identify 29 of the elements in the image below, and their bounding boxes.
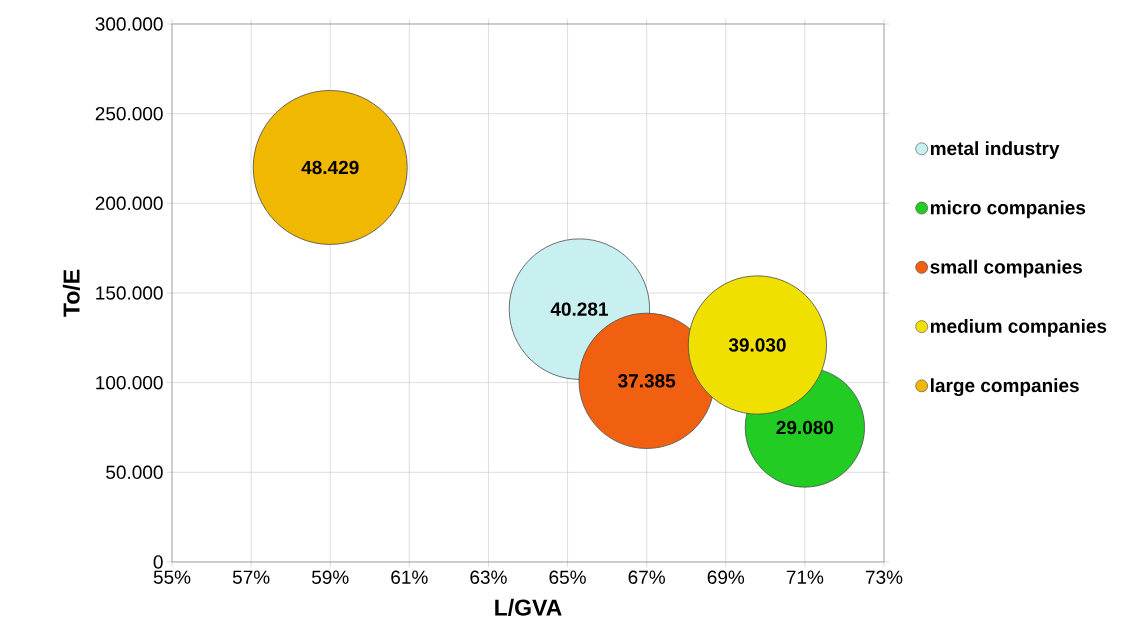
- x-tick-label: 69%: [707, 570, 745, 584]
- annotation: 29.080: [776, 420, 834, 435]
- x-tick-label: 67%: [628, 570, 665, 584]
- y-tick-label: 150.000: [96, 286, 163, 300]
- x-tick-label: 63%: [470, 570, 507, 584]
- y-axis-title: To/E: [62, 269, 80, 317]
- annotation: 37.385: [618, 374, 676, 388]
- legend-label: small companies: [930, 259, 1082, 278]
- y-tick-label: 300.000: [95, 17, 163, 31]
- x-tick-label: 55%: [153, 570, 191, 584]
- y-tick-label: 50.000: [106, 465, 163, 480]
- y-tick-label: 100.000: [96, 375, 163, 390]
- y-tick-label: 200.000: [95, 196, 163, 211]
- x-tick-label: 65%: [549, 570, 586, 584]
- x-tick-label: 71%: [786, 570, 824, 584]
- legend-label: medium companies: [930, 318, 1107, 337]
- annotation: 39.030: [728, 338, 786, 352]
- legend-label: metal industry: [930, 141, 1060, 159]
- annotation: 40.281: [550, 302, 608, 316]
- y-tick-label: 0: [153, 555, 163, 569]
- y-tick-label: 250.000: [95, 106, 163, 121]
- legend-label: large companies: [931, 378, 1079, 397]
- x-tick-label: 59%: [311, 570, 349, 584]
- legend-label: micro companies: [930, 200, 1086, 219]
- x-tick-label: 61%: [391, 570, 428, 584]
- x-tick-label: 73%: [865, 570, 903, 584]
- x-axis-title: L/GVA: [495, 598, 562, 616]
- x-tick-label: 57%: [232, 570, 270, 584]
- annotation: 48.429: [301, 160, 359, 175]
